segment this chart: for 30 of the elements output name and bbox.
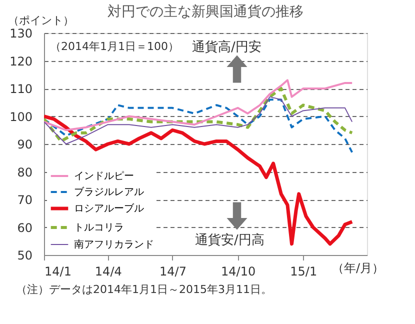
x-tick-label: 14/4 xyxy=(94,264,122,278)
x-tick-label: 14/10 xyxy=(221,264,256,278)
x-tick-label: 15/1 xyxy=(290,264,318,278)
line-series xyxy=(44,98,354,154)
x-tick-label: 14/7 xyxy=(160,264,186,278)
y-tick-label: 110 xyxy=(10,82,32,96)
line-series xyxy=(44,79,354,132)
y-tick-label: 120 xyxy=(10,54,32,68)
y-tick-label: 90 xyxy=(17,138,32,152)
y-tick-label: 70 xyxy=(17,193,32,207)
y-tick-label: 130 xyxy=(10,26,32,40)
legend-label: ロシアルーブル xyxy=(74,202,144,214)
chart-title: 対円での主な新興国通貨の推移 xyxy=(108,4,304,20)
legend-label: 南アフリカランド xyxy=(74,238,154,250)
legend-label: インドルピー xyxy=(74,171,134,182)
y-axis-title: （ポイント） xyxy=(8,14,74,27)
legend-label: ブラジルレアル xyxy=(74,186,144,198)
legend-label: トルコリラ xyxy=(74,222,124,234)
annotation: 通貨安/円高 xyxy=(195,232,264,248)
x-axis-title: （年/月） xyxy=(332,261,384,275)
annotation: （2014年1月1日＝100） xyxy=(50,40,179,53)
x-tick-label: 14/1 xyxy=(44,264,72,278)
line-series xyxy=(44,96,353,144)
line-series xyxy=(44,87,354,143)
y-tick-label: 50 xyxy=(17,248,32,262)
y-tick-label: 80 xyxy=(17,165,32,180)
text: （注）データは2014年1月1日～2015年3月11日。 xyxy=(16,283,272,296)
y-tick-label: 60 xyxy=(17,220,32,235)
annotation: 通貨高/円安 xyxy=(192,39,262,55)
y-tick-label: 100 xyxy=(10,110,32,124)
